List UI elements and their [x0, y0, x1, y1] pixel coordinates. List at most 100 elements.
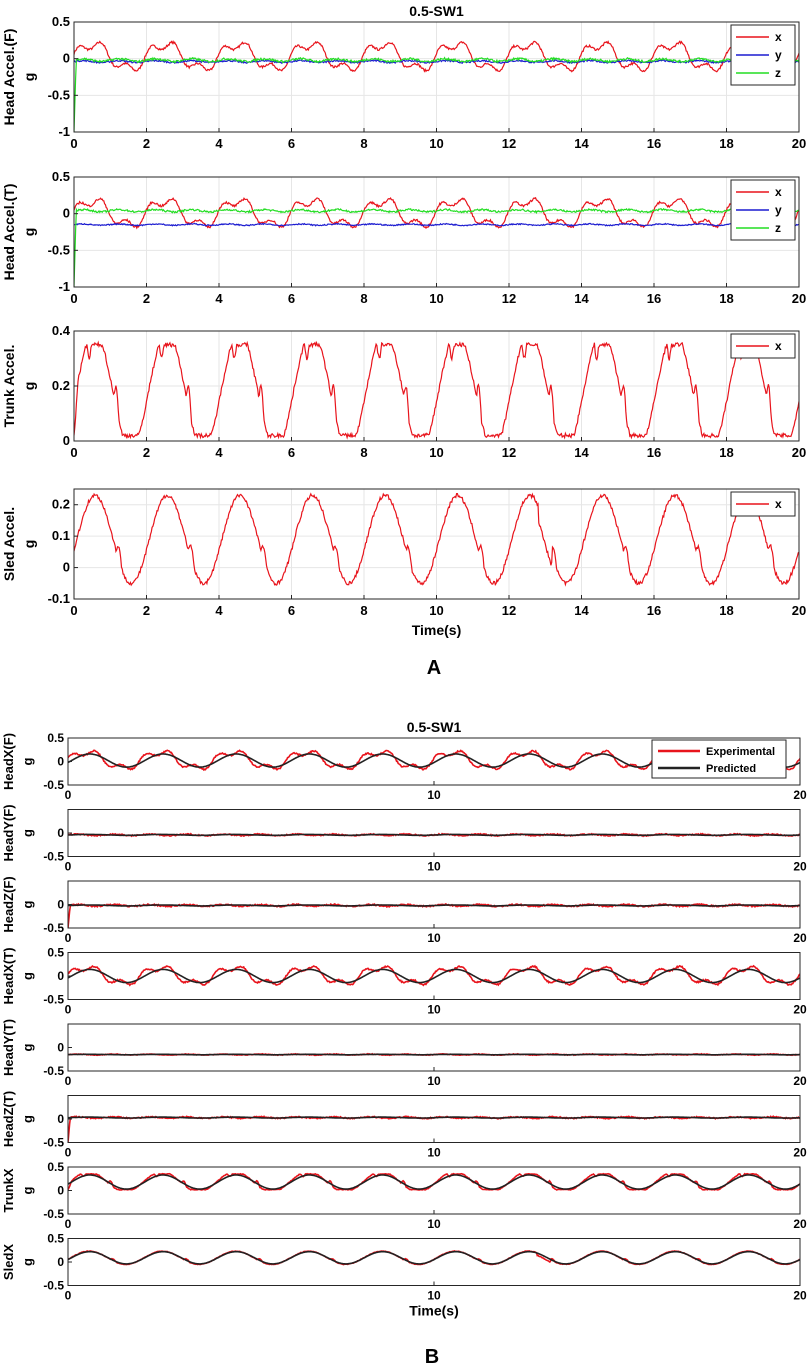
y-tick-label: 0.2: [52, 378, 70, 393]
y-tick-label: 0: [57, 1255, 64, 1269]
y-tick-label: 0.5: [47, 946, 64, 960]
x-tick-label: 0: [65, 931, 72, 945]
x-tick-label: 12: [502, 445, 516, 460]
y-tick-label: -0.5: [43, 1064, 64, 1078]
legend-label: y: [775, 48, 782, 62]
y-axis-label: Head Accel.(T): [1, 184, 17, 281]
series-line-s0: [68, 1250, 800, 1266]
x-tick-label: 16: [647, 445, 661, 460]
y-axis-unit: g: [21, 540, 37, 549]
panel-a-label: A: [427, 657, 441, 679]
series-line-s1: [68, 1053, 800, 1056]
x-tick-label: 10: [427, 788, 441, 802]
y-tick-label: 0.2: [52, 497, 70, 512]
x-tick-label: 0: [65, 1217, 72, 1231]
y-axis-unit: g: [20, 1043, 35, 1051]
legend-label: x: [775, 339, 782, 353]
series-line-z: [74, 56, 799, 132]
legend-box: [651, 739, 787, 779]
x-tick-label: 10: [427, 1289, 441, 1303]
axes-frame: [67, 1166, 801, 1215]
y-axis-unit: g: [20, 900, 35, 908]
x-tick-label: 14: [574, 291, 589, 306]
x-tick-label: 0: [65, 860, 72, 874]
x-tick-label: 0: [65, 1289, 72, 1303]
y-axis-unit: g: [20, 1186, 35, 1194]
x-tick-label: 20: [792, 445, 806, 460]
y-axis-label: HeadX(T): [1, 947, 16, 1004]
series-line-s1: [68, 1116, 800, 1119]
x-tick-label: 20: [793, 1074, 807, 1088]
x-tick-label: 20: [793, 860, 807, 874]
y-tick-label: -0.5: [48, 87, 70, 102]
y-axis-unit: g: [20, 1258, 35, 1266]
x-tick-label: 18: [719, 136, 733, 151]
legend-label: x: [775, 30, 782, 44]
x-tick-label: 8: [360, 445, 367, 460]
x-tick-label: 10: [427, 1217, 441, 1231]
x-tick-label: 0: [70, 445, 77, 460]
x-tick-label: 16: [647, 603, 661, 618]
x-tick-label: 10: [429, 136, 443, 151]
x-tick-label: 20: [793, 788, 807, 802]
y-tick-label: 0.5: [47, 1232, 64, 1246]
y-tick-label: 0: [57, 826, 64, 840]
x-tick-label: 12: [502, 291, 516, 306]
x-axis-label: Time(s): [412, 622, 462, 638]
y-tick-label: 0: [57, 898, 64, 912]
x-tick-label: 20: [793, 1217, 807, 1231]
subplot-1: 0 2 4 6 8 10 12 14 16 18 20 -1 -0.5 0 0.5 Head Accel.(F…: [1, 3, 806, 151]
series-line-x: [74, 196, 799, 230]
y-tick-label: -0.5: [43, 850, 64, 864]
x-tick-label: 8: [360, 291, 367, 306]
x-axis-label: Time(s): [409, 1303, 459, 1319]
y-tick-label: -0.5: [43, 993, 64, 1007]
y-tick-label: -0.5: [43, 778, 64, 792]
y-tick-label: -1: [58, 279, 70, 294]
x-tick-label: 10: [429, 291, 443, 306]
x-tick-label: 12: [502, 603, 516, 618]
y-tick-label: -0.5: [43, 1279, 64, 1293]
x-tick-label: 8: [360, 136, 367, 151]
series-line-s0: [68, 1172, 800, 1191]
y-axis-unit: g: [20, 972, 35, 980]
x-tick-label: 20: [792, 291, 806, 306]
series-line-s0: [68, 964, 800, 987]
legend-label: z: [775, 221, 781, 235]
x-tick-label: 0: [65, 1146, 72, 1160]
x-tick-label: 10: [427, 1074, 441, 1088]
legend-label: x: [775, 185, 782, 199]
y-tick-label: 0.5: [52, 169, 70, 184]
x-tick-label: 0: [65, 1003, 72, 1017]
series-line-x: [74, 340, 799, 440]
y-tick-label: 0: [57, 1184, 64, 1198]
y-tick-label: 0.5: [47, 1160, 64, 1174]
chart-title: 0.5-SW1: [407, 719, 462, 735]
y-tick-label: 0.5: [52, 14, 70, 29]
chart-title: 0.5-SW1: [409, 3, 464, 19]
series-line-x: [74, 492, 799, 587]
x-tick-label: 0: [70, 136, 77, 151]
series-line-z: [74, 207, 799, 287]
series-line-s1: [68, 833, 800, 837]
subplot-3: 0 2 4 6 8 10 12 14 16 18 20 0 0.2 0.4 Trunk Accel. g x: [1, 323, 806, 460]
y-axis-unit: g: [20, 1115, 35, 1123]
y-axis-label: HeadY(F): [1, 804, 16, 861]
y-tick-label: -0.5: [43, 1136, 64, 1150]
x-tick-label: 16: [647, 136, 661, 151]
x-tick-label: 14: [574, 603, 589, 618]
y-axis-label: HeadZ(T): [1, 1091, 16, 1147]
y-axis-unit: g: [21, 73, 37, 82]
x-tick-label: 6: [288, 603, 295, 618]
y-axis-unit: g: [20, 829, 35, 837]
y-tick-label: 0.4: [52, 323, 71, 338]
x-tick-label: 16: [647, 291, 661, 306]
y-axis-label: Sled Accel.: [1, 507, 17, 581]
legend-label: y: [775, 203, 782, 217]
x-tick-label: 0: [70, 603, 77, 618]
